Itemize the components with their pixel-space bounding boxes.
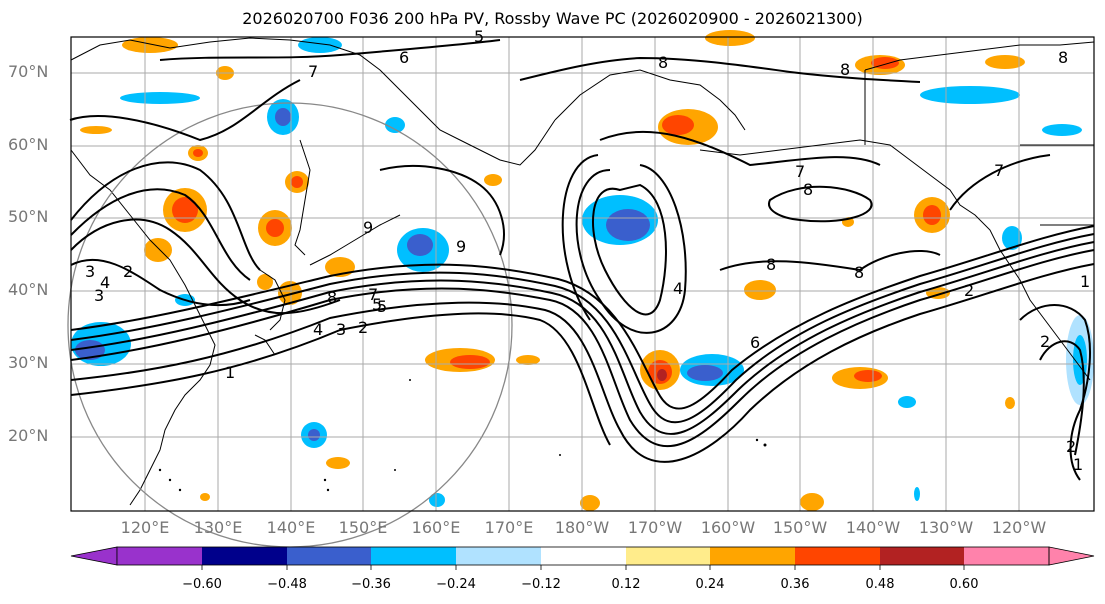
colorbar-tick-label: 0.12: [611, 577, 641, 592]
contour-label: 8: [840, 60, 850, 79]
contour-label: 8: [766, 255, 776, 274]
latitude-label: 50°N: [8, 207, 49, 226]
colorbar-tick-label: −0.60: [182, 577, 222, 592]
longitude-label: 160°E: [411, 518, 461, 537]
contour-label: 2: [1040, 332, 1050, 351]
colorbar-tick-label: −0.12: [521, 577, 561, 592]
colorbar-tick-label: 0.60: [949, 577, 979, 592]
colorbar-tick-label: −0.24: [436, 577, 476, 592]
contour-label: 1: [1080, 272, 1090, 291]
coastlines: [70, 37, 1095, 506]
longitude-label: 130°E: [193, 518, 243, 537]
colorbar-tick-label: 0.24: [695, 577, 725, 592]
contour-label: 8: [658, 53, 668, 72]
contour-label-group: 5 6 7 8 8 8 7 8 8 8 7 2 9 9 3 4 3 2 1 5 …: [85, 27, 1090, 474]
longitude-label: 140°W: [845, 518, 901, 537]
map-frame: [70, 36, 1095, 512]
colorbar-tick-label: −0.48: [267, 577, 307, 592]
longitude-label: 140°E: [266, 518, 316, 537]
contour-label: 9: [456, 237, 466, 256]
colorbar-tick-label: −0.36: [351, 577, 391, 592]
contour-label: 5: [377, 297, 387, 316]
contour-label: 6: [750, 333, 760, 352]
longitude-label: 120°E: [120, 518, 170, 537]
colorbar: [70, 546, 1095, 570]
contour-label: 1: [1073, 455, 1083, 474]
latitude-label: 70°N: [8, 62, 49, 81]
islands: [158, 379, 767, 492]
longitude-label: 130°W: [918, 518, 974, 537]
contour-label: 6: [399, 48, 409, 67]
map-title: 2026020700 F036 200 hPa PV, Rossby Wave …: [242, 9, 863, 28]
contour-label: 7: [308, 62, 318, 81]
contour-label: 8: [854, 263, 864, 282]
longitude-label: 150°W: [772, 518, 828, 537]
contour-label: 1: [225, 363, 235, 382]
longitude-label: 120°W: [991, 518, 1047, 537]
contour-label: 7: [368, 285, 378, 304]
contour-label: 2: [123, 262, 133, 281]
latitude-label: 20°N: [8, 426, 49, 445]
contour-label: 8: [1058, 48, 1068, 67]
contour-label: 5: [372, 295, 382, 314]
contour-label: 8: [327, 288, 337, 307]
colorbar-tick-label: 0.48: [865, 577, 895, 592]
contour-label: 7: [795, 162, 805, 181]
latitude-label: 40°N: [8, 280, 49, 299]
contour-label: 4: [313, 320, 323, 339]
contour-label: 3: [94, 286, 104, 305]
contour-label: 9: [363, 218, 373, 237]
latitude-label: 30°N: [8, 353, 49, 372]
contour-label: 3: [336, 320, 346, 339]
contour-label: 3: [85, 262, 95, 281]
colorbar-tick-label: 0.36: [780, 577, 810, 592]
longitude-label: 170°W: [627, 518, 683, 537]
contour-label: 4: [673, 279, 683, 298]
latitude-label: 60°N: [8, 135, 49, 154]
longitude-label: 150°E: [338, 518, 388, 537]
contour-label: 7: [994, 161, 1004, 180]
graticule: [71, 37, 1094, 511]
contour-label: 4: [100, 273, 110, 292]
contour-label: 2: [358, 318, 368, 337]
contour-label: 2: [1066, 437, 1076, 456]
longitude-label: 180°W: [554, 518, 610, 537]
contour-label: 2: [964, 281, 974, 300]
longitude-label: 160°W: [700, 518, 756, 537]
longitude-label: 170°E: [484, 518, 534, 537]
pv-contours: [69, 39, 1095, 481]
contour-label: 8: [803, 180, 813, 199]
